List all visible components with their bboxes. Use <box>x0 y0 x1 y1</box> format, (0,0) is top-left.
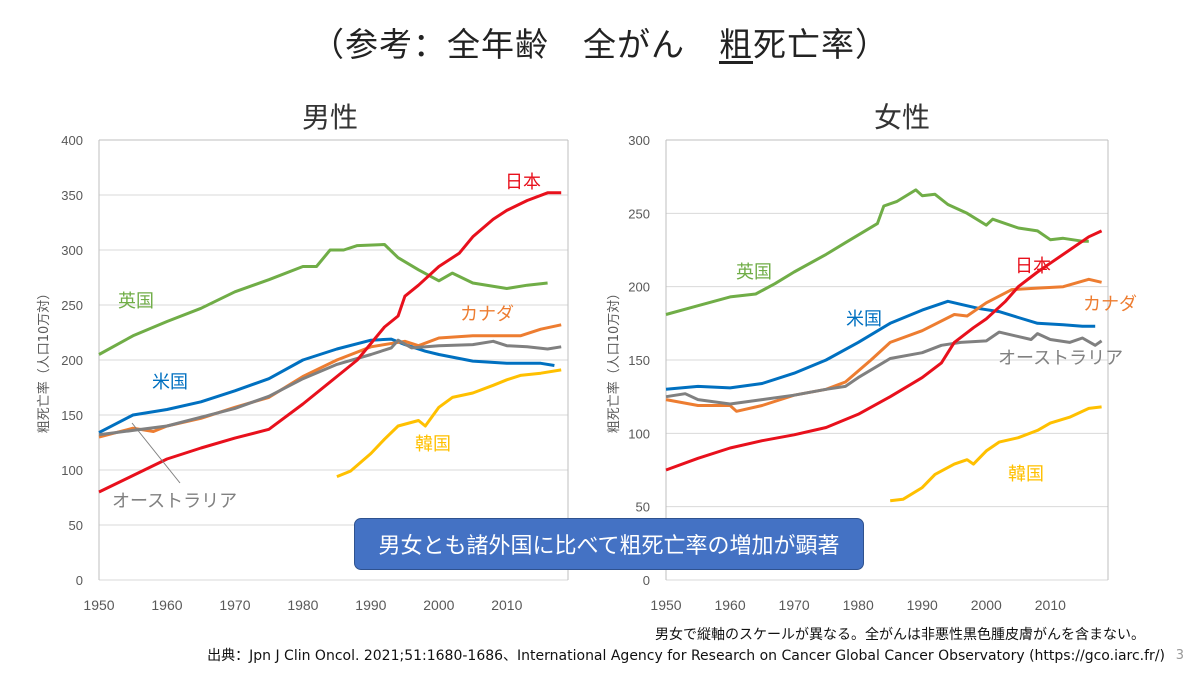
y-tick-label: 150 <box>628 353 650 368</box>
chart-title-female: 女性 <box>874 101 931 134</box>
y-tick-label: 100 <box>628 426 650 441</box>
title-underlined: 粗 <box>719 25 753 64</box>
y-tick-label: 100 <box>61 463 83 478</box>
callout-box: 男女とも諸外国に比べて粗死亡率の増加が顕著 <box>354 518 864 570</box>
x-tick-label: 1990 <box>907 597 938 613</box>
x-tick-label: 1990 <box>355 597 386 613</box>
series-line-1-日本 <box>665 229 1103 472</box>
y-tick-label: 350 <box>61 188 83 203</box>
y-tick-label: 50 <box>636 500 650 515</box>
y-tick-label: 250 <box>61 298 83 313</box>
series-line-0-英国 <box>98 243 548 356</box>
y-axis-label: 粗死亡率（人口10万対） <box>606 287 622 434</box>
label-leader-line <box>131 422 181 484</box>
series-label: 韓国 <box>415 434 451 455</box>
series-line-0-日本 <box>98 191 562 494</box>
x-tick-label: 1980 <box>843 597 874 613</box>
series-line-1-オーストラリア <box>665 330 1103 406</box>
x-tick-label: 2010 <box>1035 597 1066 613</box>
y-tick-label: 150 <box>61 408 83 423</box>
y-tick-label: 250 <box>628 206 650 221</box>
page-number: 3 <box>1175 648 1184 663</box>
y-tick-label: 0 <box>76 573 83 588</box>
series-line-1-韓国 <box>890 405 1102 503</box>
source-note: 出典：Jpn J Clin Oncol. 2021;51:1680-1686、I… <box>207 648 1165 664</box>
y-tick-label: 200 <box>61 353 83 368</box>
title-prefix: （参考：全年齢 全がん <box>311 25 719 64</box>
series-label: 英国 <box>736 262 772 283</box>
y-tick-label: 300 <box>628 133 650 148</box>
series-label: オーストラリア <box>112 491 237 512</box>
y-tick-label: 50 <box>69 518 83 533</box>
y-tick-label: 200 <box>628 280 650 295</box>
series-line-1-カナダ <box>665 277 1102 413</box>
series-label: 韓国 <box>1008 464 1044 485</box>
series-label: オーストラリア <box>998 348 1123 369</box>
x-tick-label: 1960 <box>714 597 745 613</box>
series-label: カナダ <box>1083 294 1137 315</box>
title-suffix: 死亡率） <box>753 25 889 64</box>
series-label: 米国 <box>152 372 188 393</box>
series-line-1-米国 <box>665 299 1096 391</box>
y-tick-label: 0 <box>643 573 650 588</box>
y-axis-label: 粗死亡率（人口10万対） <box>36 287 52 434</box>
y-tick-label: 400 <box>61 133 83 148</box>
series-line-0-韓国 <box>336 368 562 478</box>
x-tick-label: 1950 <box>83 597 114 613</box>
x-tick-label: 1960 <box>151 597 182 613</box>
series-label: 日本 <box>1015 256 1051 277</box>
x-tick-label: 1970 <box>219 597 250 613</box>
x-tick-label: 2000 <box>971 597 1002 613</box>
series-label: 米国 <box>846 309 882 330</box>
y-tick-label: 300 <box>61 243 83 258</box>
chart-title-male: 男性 <box>302 101 359 134</box>
scale-note: 男女で縦軸のスケールが異なる。全がんは非悪性黒色腫皮膚がんを含まない。 <box>655 627 1145 643</box>
series-label: 英国 <box>118 291 154 312</box>
x-tick-label: 1970 <box>779 597 810 613</box>
slide-title: （参考：全年齢 全がん 粗死亡率） <box>0 18 1200 66</box>
x-tick-label: 1950 <box>650 597 681 613</box>
series-label: カナダ <box>460 304 514 325</box>
series-label: 日本 <box>505 172 541 193</box>
series-line-0-米国 <box>98 337 555 434</box>
x-tick-label: 2010 <box>491 597 522 613</box>
series-line-1-英国 <box>665 188 1089 316</box>
x-tick-label: 2000 <box>423 597 454 613</box>
x-tick-label: 1980 <box>287 597 318 613</box>
series-line-0-オーストラリア <box>98 338 562 437</box>
